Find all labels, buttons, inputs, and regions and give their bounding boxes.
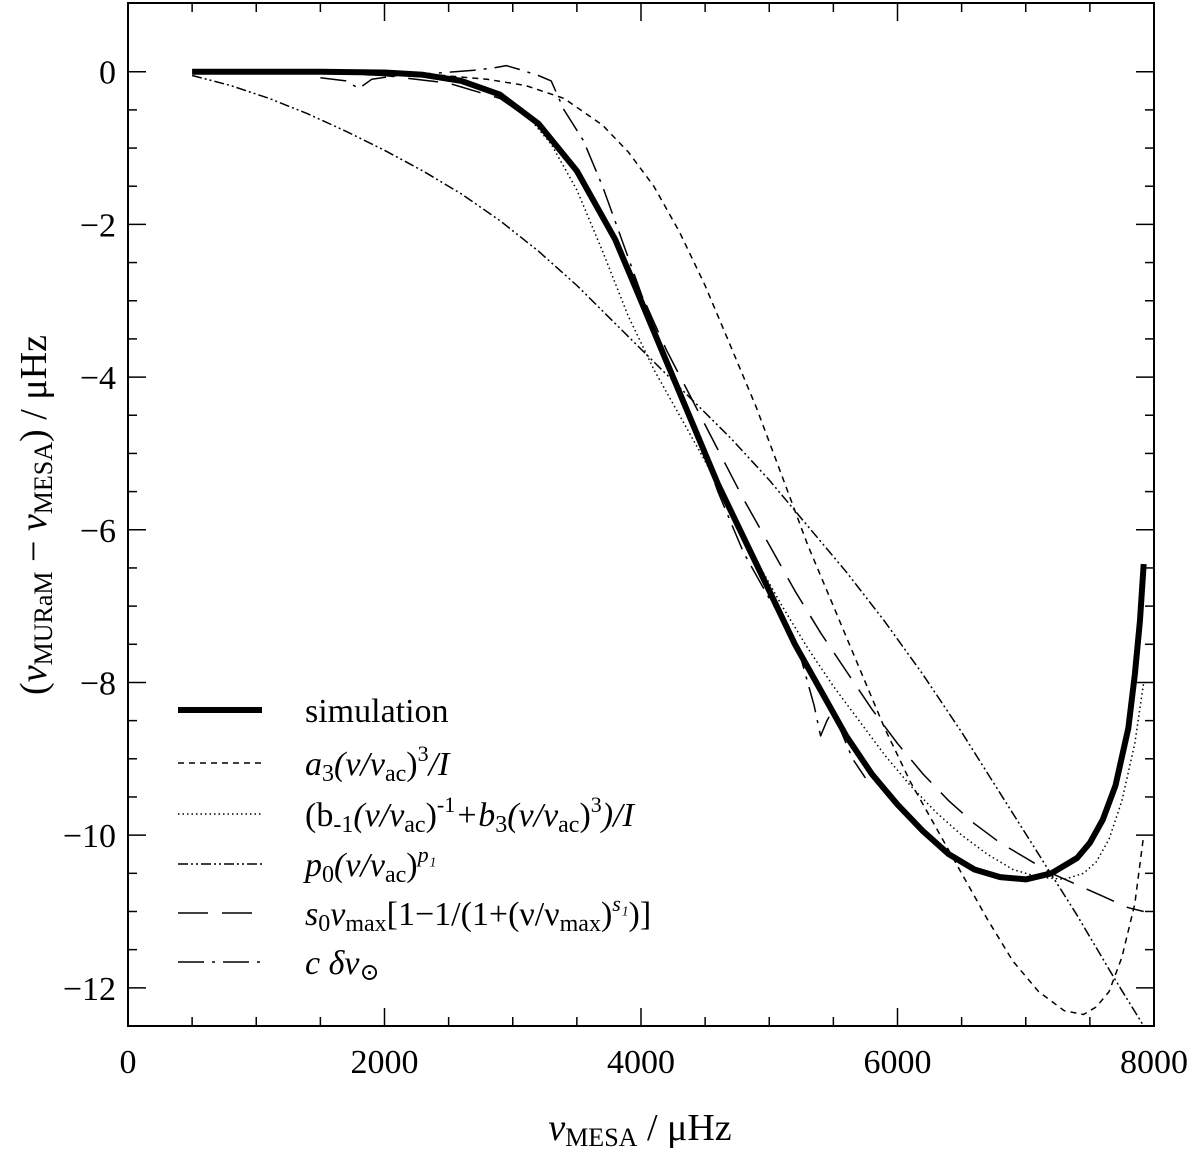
y-tick-label: −8 bbox=[80, 665, 116, 702]
legend-label-simulation: simulation bbox=[305, 693, 449, 730]
y-tick-label: −2 bbox=[80, 207, 116, 244]
legend-label-a3: a3(ν/νac)3/I bbox=[305, 741, 451, 787]
legend-label-b: (b-1(ν/νac)-1+b3(ν/νac)3)/I bbox=[305, 792, 636, 838]
axis-ticks bbox=[127, 3, 1155, 1026]
y-tick-label: −6 bbox=[80, 513, 116, 550]
y-tick-label: −10 bbox=[63, 818, 116, 855]
x-tick-label: 6000 bbox=[864, 1044, 932, 1081]
legend-label-s0: s0νmax[1−1/(1+(ν/νmax)s₁)] bbox=[305, 891, 651, 937]
plot-frame bbox=[127, 2, 1155, 1027]
axis-tick-labels: 0 2000 4000 6000 8000 0 −2 −4 −6 −8 −10 −12 bbox=[63, 55, 1188, 1081]
legend-label-c: c δν⊙ bbox=[305, 945, 380, 986]
series-line-5 bbox=[320, 64, 867, 779]
x-axis-title: νMESA / μHz bbox=[548, 1107, 731, 1150]
x-tick-label: 0 bbox=[120, 1044, 137, 1081]
x-tick-label: 2000 bbox=[351, 1044, 419, 1081]
series-line-3 bbox=[191, 74, 1145, 1027]
x-tick-label: 8000 bbox=[1120, 1044, 1188, 1081]
x-tick-label: 4000 bbox=[607, 1044, 675, 1081]
series-line-1 bbox=[384, 71, 1145, 1016]
y-tick-label: −4 bbox=[80, 360, 116, 397]
series-line-2 bbox=[422, 73, 1145, 881]
y-axis-title: (νMURaM − νMESA) / μHz bbox=[13, 335, 58, 695]
series-line-0 bbox=[192, 68, 1147, 883]
legend: simulation a3(ν/νac)3/I (b-1(ν/νac)-1+b3… bbox=[178, 693, 651, 986]
y-tick-label: −12 bbox=[63, 971, 116, 1008]
legend-label-p0: p0(ν/νac)p₁ bbox=[303, 842, 436, 888]
series-line-4 bbox=[320, 72, 1144, 913]
series-layer bbox=[191, 64, 1147, 1027]
y-tick-label: 0 bbox=[99, 55, 116, 92]
